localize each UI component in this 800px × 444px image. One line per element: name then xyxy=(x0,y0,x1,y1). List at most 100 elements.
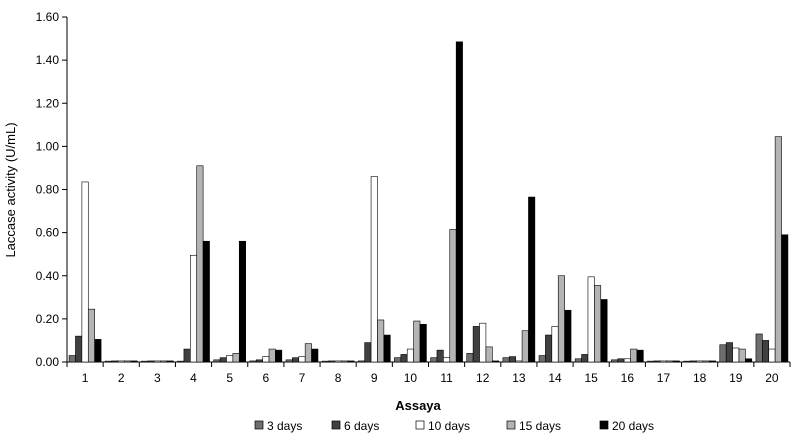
legend-swatch xyxy=(599,420,609,430)
x-tick-label: 20 xyxy=(765,371,779,385)
bar xyxy=(400,354,408,363)
bar xyxy=(311,348,319,363)
bar xyxy=(466,353,474,363)
legend: 3 days 6 days 10 days 15 days 20 days xyxy=(254,419,654,433)
bar xyxy=(249,360,257,363)
legend-label: 15 days xyxy=(519,419,561,433)
x-axis-title: Assaya xyxy=(395,398,441,413)
bar xyxy=(594,285,602,363)
bar xyxy=(298,356,306,363)
bar xyxy=(545,334,553,363)
bar xyxy=(696,360,704,363)
bar xyxy=(285,359,293,363)
bar xyxy=(738,348,746,363)
bar xyxy=(177,360,185,363)
bar xyxy=(304,343,312,363)
bar xyxy=(357,360,365,363)
bar xyxy=(104,360,112,363)
bar xyxy=(75,335,83,363)
bar xyxy=(630,348,638,363)
bar xyxy=(68,355,76,363)
x-tick-label: 16 xyxy=(621,371,635,385)
bar xyxy=(383,334,391,363)
bar xyxy=(334,360,342,363)
bar xyxy=(124,360,132,363)
x-tick-label: 5 xyxy=(226,371,233,385)
x-tick-label: 7 xyxy=(299,371,306,385)
bar xyxy=(347,360,355,363)
y-tick-label: 1.40 xyxy=(36,53,60,67)
bar xyxy=(600,299,608,363)
bar xyxy=(183,348,191,363)
bar xyxy=(436,349,444,363)
bar xyxy=(755,333,763,363)
bar xyxy=(147,360,155,363)
bar xyxy=(81,181,89,363)
bar xyxy=(611,359,619,363)
bar xyxy=(226,355,234,363)
bar xyxy=(153,360,161,363)
bar xyxy=(341,360,349,363)
bar xyxy=(130,360,138,363)
x-tick-label: 1 xyxy=(82,371,89,385)
bar xyxy=(617,358,625,363)
y-tick-label: 0.60 xyxy=(36,226,60,240)
bar xyxy=(587,276,595,363)
y-tick-label: 1.00 xyxy=(36,139,60,153)
bar xyxy=(581,354,589,363)
bar xyxy=(574,358,582,363)
bar xyxy=(430,357,438,363)
bar xyxy=(768,348,776,363)
bar xyxy=(117,360,125,363)
bar xyxy=(160,360,168,363)
bar xyxy=(419,323,427,363)
x-tick-label: 10 xyxy=(404,371,418,385)
bar xyxy=(202,240,210,363)
bar xyxy=(702,360,710,363)
bar xyxy=(647,360,655,363)
legend-swatch xyxy=(415,420,425,430)
bar xyxy=(394,357,402,363)
y-tick-label: 0.40 xyxy=(36,269,60,283)
bar xyxy=(94,339,102,363)
bar xyxy=(406,348,414,363)
y-tick-label: 0.00 xyxy=(36,355,60,369)
bar xyxy=(321,360,329,363)
bar xyxy=(708,360,716,363)
bar xyxy=(370,176,378,363)
bar xyxy=(141,360,149,363)
bar xyxy=(111,360,119,363)
bar xyxy=(190,254,198,363)
bar xyxy=(653,360,661,363)
x-tick-label: 14 xyxy=(548,371,562,385)
bar xyxy=(551,326,559,363)
bar xyxy=(689,360,697,363)
x-tick-label: 3 xyxy=(154,371,161,385)
bar xyxy=(515,360,523,363)
bar xyxy=(745,358,753,363)
bar xyxy=(557,275,565,363)
x-tick-label: 11 xyxy=(440,371,453,385)
bar xyxy=(87,308,95,363)
bar xyxy=(666,360,674,363)
bar xyxy=(364,342,372,363)
bar xyxy=(275,349,283,363)
bar xyxy=(377,319,385,363)
x-tick-label: 13 xyxy=(512,371,526,385)
x-tick-label: 9 xyxy=(371,371,378,385)
bar xyxy=(636,349,644,363)
y-tick-label: 1.60 xyxy=(36,10,60,24)
bar xyxy=(774,136,782,363)
bar xyxy=(232,353,240,363)
y-axis-title: Laccase activity (U/mL) xyxy=(3,122,18,257)
bar xyxy=(166,360,174,363)
bar xyxy=(472,326,480,363)
x-tick-label: 12 xyxy=(476,371,490,385)
bar xyxy=(508,356,516,363)
x-tick-label: 2 xyxy=(118,371,125,385)
bar xyxy=(528,196,536,363)
bar xyxy=(659,360,667,363)
bar xyxy=(762,340,770,363)
bar xyxy=(719,344,727,363)
